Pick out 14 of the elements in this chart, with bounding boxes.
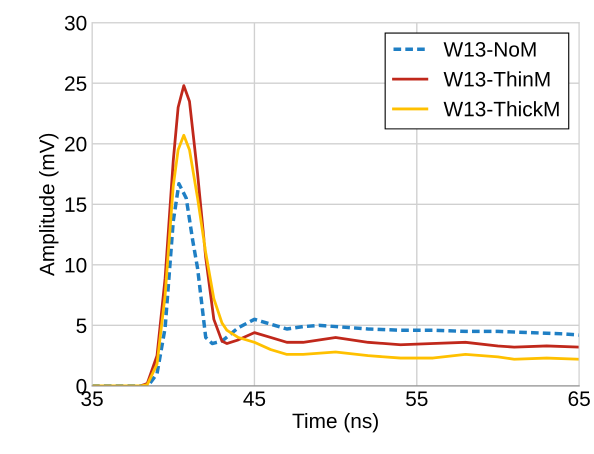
x-tick-label: 65	[568, 391, 590, 406]
y-tick-label: 15	[66, 198, 86, 212]
y-axis-title: Amplitude (mV)	[39, 134, 58, 276]
y-tick-label: 10	[66, 258, 86, 273]
y-tick-label: 30	[64, 16, 86, 30]
legend-label: W13-ThickM	[444, 101, 559, 116]
x-axis-title: Time (ns)	[292, 412, 378, 432]
y-tick-label: 20	[65, 136, 86, 152]
x-tick-label: 45	[243, 392, 266, 406]
y-tick-label: 25	[65, 76, 86, 91]
y-tick-label: 5	[76, 318, 86, 334]
legend-label: W13-ThinM	[444, 71, 550, 87]
x-tick-label: 55	[406, 392, 428, 406]
legend-label: W13-NoM	[444, 42, 536, 57]
